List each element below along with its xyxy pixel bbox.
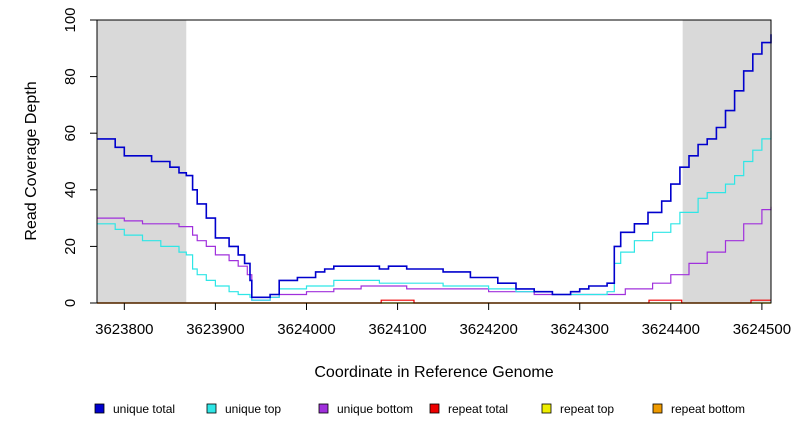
legend-label: repeat bottom (671, 402, 745, 416)
y-tick-label: 40 (62, 181, 79, 198)
series-line-unique-total (97, 34, 772, 299)
legend: unique total unique top unique bottom repea… (94, 402, 745, 416)
legend-item-repeat-bottom: repeat bottom (652, 402, 745, 416)
legend-item-repeat-total: repeat total (429, 402, 508, 416)
y-axis-title: Read Coverage Depth (23, 81, 40, 240)
legend-label: unique bottom (337, 402, 413, 416)
y-axis: 0 20 40 60 80 100 (62, 7, 98, 307)
x-tick-label: 3624100 (368, 321, 426, 338)
legend-label: repeat total (448, 402, 508, 416)
legend-label: unique total (113, 402, 175, 416)
y-tick-label: 20 (62, 238, 79, 255)
x-tick-label: 3624300 (551, 321, 609, 338)
legend-item-unique-bottom: unique bottom (318, 402, 413, 416)
shaded-regions (97, 20, 771, 303)
legend-swatch (94, 403, 105, 414)
shaded-region-2 (682, 20, 771, 303)
legend-label: unique top (225, 402, 281, 416)
y-tick-label: 80 (62, 68, 79, 85)
series-line-unique-bottom (97, 206, 772, 301)
plot-frame (96, 19, 772, 304)
legend-swatch (206, 403, 217, 414)
shaded-region-1 (97, 20, 187, 303)
y-tick-label: 60 (62, 125, 79, 142)
y-tick-label: 0 (62, 299, 79, 307)
legend-swatch (541, 403, 552, 414)
legend-label: repeat top (560, 402, 614, 416)
legend-item-unique-total: unique total (94, 402, 175, 416)
x-tick-label: 3623900 (186, 321, 244, 338)
legend-item-repeat-top: repeat top (541, 402, 614, 416)
x-tick-label: 3624500 (733, 321, 791, 338)
plot-series (97, 34, 772, 304)
legend-swatch (652, 403, 663, 414)
y-tick-label: 100 (62, 7, 79, 32)
x-axis-title: Coordinate in Reference Genome (314, 364, 553, 381)
x-axis: 3623800 3623900 3624000 3624100 3624200 36243… (95, 302, 791, 338)
legend-swatch (318, 403, 329, 414)
x-tick-label: 3624200 (459, 321, 517, 338)
x-tick-label: 3624400 (642, 321, 700, 338)
series-line-unique-top (97, 130, 772, 301)
legend-item-unique-top: unique top (206, 402, 281, 416)
legend-swatch (429, 403, 440, 414)
x-tick-label: 3623800 (95, 321, 153, 338)
x-tick-label: 3624000 (277, 321, 335, 338)
